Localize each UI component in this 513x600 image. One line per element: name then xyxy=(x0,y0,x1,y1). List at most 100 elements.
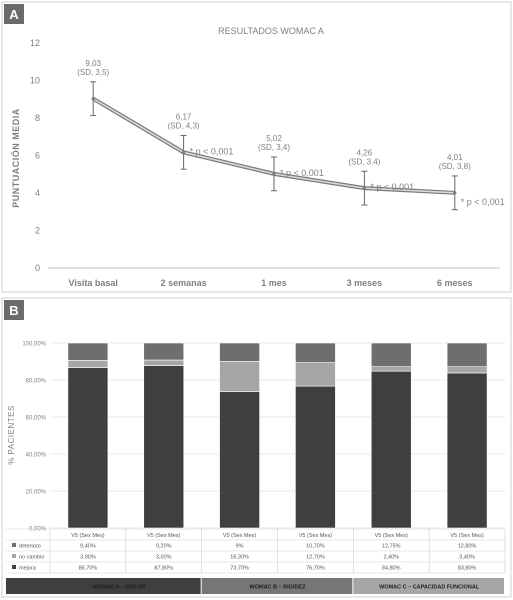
panel-b-bars xyxy=(67,342,488,529)
table-cell: 73,70% xyxy=(230,566,249,572)
bar-segment-mejora xyxy=(143,365,185,529)
bar-segment-mejora xyxy=(67,367,109,529)
table-cell: 12,75% xyxy=(382,544,401,550)
point-value-label: 9,03 xyxy=(85,59,101,68)
point-sd-label: (SD, 4,3) xyxy=(168,121,200,130)
panel-b-data-table: V5 (Sex Mes) V5 (Sex Mes) V5 (Sex Mes) V5 (… xyxy=(6,528,506,574)
group-band-label: WOMAC A – DOLOR xyxy=(92,585,145,591)
table-cell: 16,30% xyxy=(230,555,249,561)
panel-a-point-labels: 9,03(SD, 3,5) 6,17(SD, 4,3) * p < 0,001 5,0… xyxy=(77,59,504,207)
bar-segment-deterioro xyxy=(295,342,336,363)
table-category-label: V5 (Sex Mes) xyxy=(223,533,256,539)
x-tick-label: Visita basal xyxy=(69,278,118,288)
legend-swatch xyxy=(12,565,16,569)
point-sd-label: (SD, 3,8) xyxy=(439,162,471,171)
y-tick-label: 60,00% xyxy=(26,416,47,422)
bar-segment-mejora xyxy=(446,372,488,529)
significance-label: * p < 0,001 xyxy=(370,182,414,192)
point-value-label: 4,01 xyxy=(447,153,463,162)
table-category-label: V5 (Sex Mes) xyxy=(147,533,180,539)
bar-segment-deterioro xyxy=(219,342,260,362)
bar-segment-no-cambio xyxy=(295,362,336,387)
table-cell: 2,40% xyxy=(383,555,399,561)
y-tick-label: 100,00% xyxy=(22,342,46,348)
table-cell: 87,80% xyxy=(154,566,173,572)
group-band xyxy=(353,578,504,594)
panel-b-y-ticks: 0,00% 20,00% 40,00% 60,00% 80,00% 100,00% xyxy=(22,342,46,533)
table-category-label: V5 (Sex Mes) xyxy=(375,533,408,539)
table-cell: 12,70% xyxy=(306,555,325,561)
legend-label: deterioro xyxy=(19,544,41,550)
table-cell: 10,70% xyxy=(306,544,325,550)
y-tick-label: 4 xyxy=(35,188,40,198)
point-sd-label: (SD, 3,4) xyxy=(348,157,380,166)
bar-segment-mejora xyxy=(295,385,336,529)
bar-segment-deterioro xyxy=(370,342,412,367)
legend-swatch xyxy=(12,554,16,558)
bar-segment-deterioro xyxy=(446,342,488,367)
table-cell: 83,80% xyxy=(458,566,477,572)
panel-a-x-ticks: Visita basal 2 semanas 1 mes 3 meses 6 meses xyxy=(69,278,473,288)
panel-a-ylabel: PUNTUACIÓN MEDIA xyxy=(10,108,21,208)
panel-a-tag: A xyxy=(9,7,19,22)
x-tick-label: 1 mes xyxy=(261,278,287,288)
table-category-label: V5 (Sex Mes) xyxy=(71,533,104,539)
group-band-label: WOMAC B – RIGIDEZ xyxy=(250,585,307,591)
point-value-label: 6,17 xyxy=(176,112,192,121)
panel-a: A RESULTADOS WOMAC A PUNTUACIÓN MEDIA 0 2… xyxy=(1,1,512,293)
y-tick-label: 8 xyxy=(35,113,40,123)
point-value-label: 4,26 xyxy=(357,148,373,157)
panel-a-border xyxy=(1,1,512,293)
table-cell: 9,20% xyxy=(156,544,172,550)
data-point xyxy=(91,97,95,101)
y-tick-label: 0 xyxy=(35,263,40,273)
table-category-label: V5 (Sex Mes) xyxy=(299,533,332,539)
bar-segment-no-cambio xyxy=(446,366,488,374)
significance-label: * p < 0,001 xyxy=(461,197,505,207)
group-band xyxy=(201,578,353,594)
bar-segment-no-cambio xyxy=(219,361,260,392)
table-cell: 76,70% xyxy=(306,566,325,572)
significance-label: * p < 0,001 xyxy=(190,146,234,156)
y-tick-label: 12 xyxy=(30,38,40,48)
table-cell: 3,40% xyxy=(459,555,475,561)
bar-segment-deterioro xyxy=(143,342,185,361)
bar-segment-mejora xyxy=(219,391,260,529)
x-tick-label: 2 semanas xyxy=(161,278,207,288)
x-tick-label: 6 meses xyxy=(437,278,473,288)
bar-segment-no-cambio xyxy=(67,360,109,368)
data-point xyxy=(182,150,186,154)
y-tick-label: 80,00% xyxy=(26,379,47,385)
point-sd-label: (SD, 3,4) xyxy=(258,143,290,152)
bar-segment-no-cambio xyxy=(143,359,185,366)
point-value-label: 5,02 xyxy=(266,134,282,143)
bar-segment-mejora xyxy=(370,370,412,529)
panel-b: B % PACIENTES 0,00% 20,00% 40,00% 60,00% 80,… xyxy=(1,297,512,598)
legend-label: no cambio xyxy=(19,555,44,561)
data-point xyxy=(362,186,366,190)
bar-segment-deterioro xyxy=(67,342,109,361)
table-cell: 12,80% xyxy=(458,544,477,550)
significance-label: * p < 0,001 xyxy=(280,168,324,178)
panel-b-group-bands: WOMAC A – DOLOR WOMAC B – RIGIDEZ WOMAC C … xyxy=(6,578,504,594)
panel-b-tag-box xyxy=(4,300,24,320)
panel-b-gridlines xyxy=(50,342,505,529)
table-cell: 3,90% xyxy=(80,555,96,561)
y-tick-label: 2 xyxy=(35,226,40,236)
y-tick-label: 10 xyxy=(30,76,40,86)
table-cell: 3,00% xyxy=(156,555,172,561)
y-tick-label: 0,00% xyxy=(29,527,47,533)
panel-b-ylabel: % PACIENTES xyxy=(7,405,16,465)
table-cell: 9% xyxy=(236,544,244,550)
y-tick-label: 20,00% xyxy=(26,490,47,496)
legend-swatch xyxy=(12,543,16,547)
panel-a-tag-box xyxy=(4,4,24,24)
panel-a-title: RESULTADOS WOMAC A xyxy=(218,26,324,36)
table-cell: 84,80% xyxy=(382,566,401,572)
panel-b-tag: B xyxy=(9,303,18,318)
legend-label: mejora xyxy=(19,566,37,572)
y-tick-label: 6 xyxy=(35,151,40,161)
group-band-label: WOMAC C – CAPACIDAD FUNCIONAL xyxy=(379,585,480,591)
